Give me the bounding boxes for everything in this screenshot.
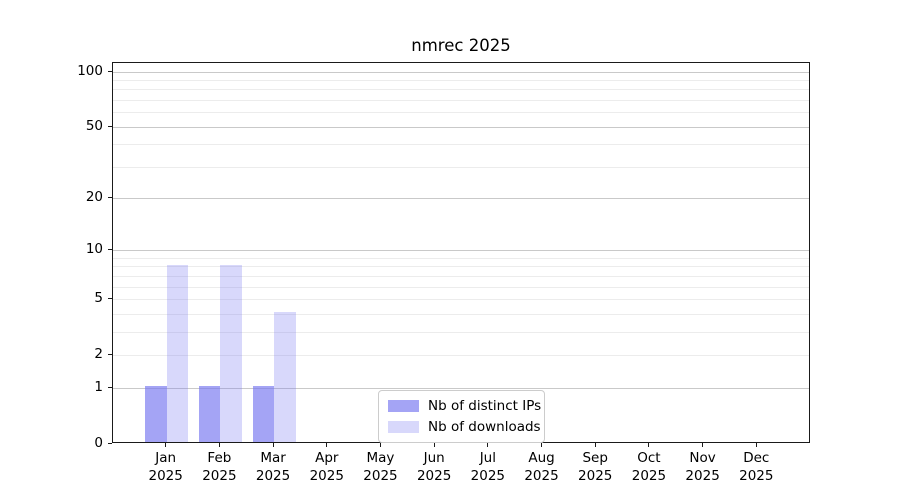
x-tick-label: Jul 2025 (470, 450, 506, 484)
x-tick (594, 443, 596, 447)
x-tick (541, 443, 543, 447)
y-tick (108, 442, 112, 444)
y-gridline-minor (113, 313, 809, 315)
y-tick-label: 2 (94, 345, 103, 362)
legend-label-downloads: Nb of downloads (428, 419, 541, 435)
x-tick (702, 443, 704, 447)
x-tick-label: Aug 2025 (524, 450, 559, 484)
y-gridline-minor (113, 79, 809, 81)
x-tick-label: Apr 2025 (309, 450, 344, 484)
y-gridline-major (113, 198, 809, 200)
legend-entry-downloads: Nb of downloads (388, 419, 541, 435)
y-tick-label: 10 (85, 241, 103, 258)
legend-swatch-downloads (388, 421, 419, 433)
legend-entry-distinct-ips: Nb of distinct IPs (388, 398, 541, 414)
y-tick-label: 100 (77, 62, 103, 79)
x-tick (379, 443, 381, 447)
x-tick-label: Nov 2025 (685, 450, 720, 484)
y-gridline-major (113, 250, 809, 252)
y-gridline-minor (113, 354, 809, 356)
y-tick-label: 0 (94, 434, 103, 451)
y-gridline-major (113, 71, 809, 73)
x-tick-label: Dec 2025 (739, 450, 774, 484)
legend: Nb of distinct IPs Nb of downloads (378, 390, 545, 443)
y-gridline-minor (113, 331, 809, 333)
x-tick (326, 443, 328, 447)
y-tick (108, 125, 112, 127)
y-tick-label: 1 (94, 378, 103, 395)
legend-swatch-distinct-ips (388, 400, 419, 412)
legend-label-distinct-ips: Nb of distinct IPs (428, 398, 542, 414)
y-gridline-major (113, 387, 809, 389)
y-tick (108, 386, 112, 388)
plot-area (112, 62, 810, 443)
x-tick-label: Jun 2025 (416, 450, 452, 484)
y-gridline-minor (113, 266, 809, 268)
x-tick-label: Oct 2025 (631, 450, 667, 484)
y-tick-label: 20 (85, 189, 103, 206)
x-tick-label: May 2025 (363, 450, 398, 484)
y-tick (108, 249, 112, 251)
y-tick (108, 197, 112, 199)
x-tick-label: Feb 2025 (202, 450, 237, 484)
y-tick (108, 353, 112, 355)
x-tick (433, 443, 435, 447)
y-gridline-minor (113, 166, 809, 168)
x-tick (272, 443, 274, 447)
bar-downloads (220, 264, 242, 442)
bar-distinct-ips (145, 386, 167, 442)
bar-downloads (274, 312, 296, 442)
x-tick (487, 443, 489, 447)
bar-downloads (166, 264, 189, 442)
y-gridline-minor (113, 144, 809, 146)
y-gridline-minor (113, 112, 809, 114)
bar-distinct-ips (252, 386, 275, 442)
x-tick-label: Jan 2025 (148, 450, 183, 484)
x-tick-label: Mar 2025 (255, 450, 291, 484)
y-gridline-minor (113, 257, 809, 259)
y-gridline-minor (113, 275, 809, 277)
chart-title: nmrec 2025 (411, 36, 511, 55)
x-tick (755, 443, 757, 447)
y-tick (108, 298, 112, 300)
y-gridline-minor (113, 286, 809, 288)
y-gridline-minor (113, 89, 809, 91)
y-gridline-minor (113, 299, 809, 301)
y-tick-label: 5 (94, 290, 103, 307)
y-tick (108, 70, 112, 72)
x-tick (648, 443, 650, 447)
x-tick-label: Sep 2025 (578, 450, 613, 484)
y-gridline-minor (113, 99, 809, 101)
x-tick (165, 443, 167, 447)
bar-distinct-ips (198, 386, 221, 442)
x-tick (218, 443, 220, 447)
y-gridline-major (113, 126, 809, 128)
y-tick-label: 50 (85, 117, 103, 134)
